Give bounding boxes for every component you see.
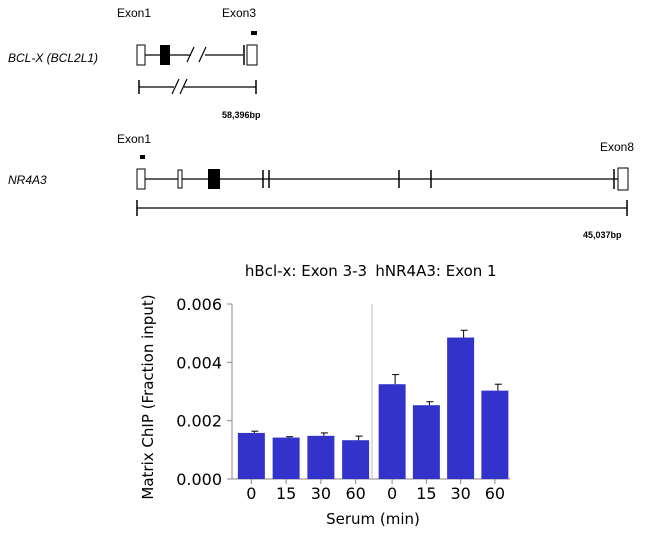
bclx-scale-break [171, 78, 180, 95]
nr4a3-exon-8 [617, 167, 629, 191]
nr4a3-gene-map: Exon1 Exon8 NR4A3 45,037bp [8, 132, 634, 240]
nr4a3-gene-name: NR4A3 [8, 173, 47, 187]
bclx-scale-break [179, 78, 188, 95]
nr4a3-exon-1 [136, 168, 146, 190]
bar [307, 435, 335, 479]
bclx-exon-3 [246, 44, 258, 66]
bclx-exon-end-label: Exon3 [222, 6, 256, 20]
bar [237, 432, 265, 479]
bar [412, 405, 440, 479]
nr4a3-coding-exon [208, 169, 220, 189]
bclx-primer-marker [251, 31, 257, 35]
bclx-break-mark [198, 46, 207, 63]
bar [481, 390, 509, 479]
bar [378, 384, 406, 479]
x-tick-label: 15 [416, 484, 436, 503]
bar [272, 437, 300, 479]
panel-title: hNR4A3: Exon 1 [375, 262, 496, 280]
bar [342, 440, 370, 479]
panel-title: hBcl-x: Exon 3-3 [245, 262, 367, 280]
y-tick-label: 0.004 [176, 353, 222, 372]
x-tick-label: 60 [345, 484, 365, 503]
y-axis-title: Matrix ChIP (Fraction input) [139, 294, 157, 499]
bclx-coding-exon [160, 45, 170, 65]
nr4a3-length-label: 45,037bp [583, 230, 622, 240]
nr4a3-exon-end-label: Exon8 [600, 140, 634, 154]
nr4a3-exon [177, 169, 183, 189]
x-tick-label: 0 [246, 484, 256, 503]
bclx-exon-1 [136, 44, 146, 66]
x-tick-label: 30 [311, 484, 331, 503]
bclx-exon-start-label: Exon1 [117, 6, 151, 20]
x-tick-label: 15 [276, 484, 296, 503]
chip-bar-chart: Matrix ChIP (Fraction input) Serum (min)… [139, 262, 510, 528]
x-tick-label: 30 [450, 484, 470, 503]
bar [447, 337, 475, 479]
x-tick-label: 60 [485, 484, 505, 503]
y-tick-label: 0.002 [176, 412, 222, 431]
y-tick-label: 0.000 [176, 470, 222, 489]
y-tick-label: 0.006 [176, 295, 222, 314]
nr4a3-exon-start-label: Exon1 [117, 132, 151, 146]
bclx-gene-map: Exon1 Exon3 BCL-X (BCL2L1) 58,396bp [8, 6, 261, 120]
bclx-length-label: 58,396bp [222, 110, 261, 120]
x-tick-label: 0 [387, 484, 397, 503]
bclx-gene-name: BCL-X (BCL2L1) [8, 51, 98, 65]
chart-marks: 0.000 0.002 0.004 0.006 hBcl-x: Exon 3-3 0 15 3… [176, 262, 510, 503]
bclx-break-mark [186, 46, 195, 63]
x-axis-title: Serum (min) [326, 510, 420, 528]
nr4a3-primer-marker [140, 155, 145, 159]
